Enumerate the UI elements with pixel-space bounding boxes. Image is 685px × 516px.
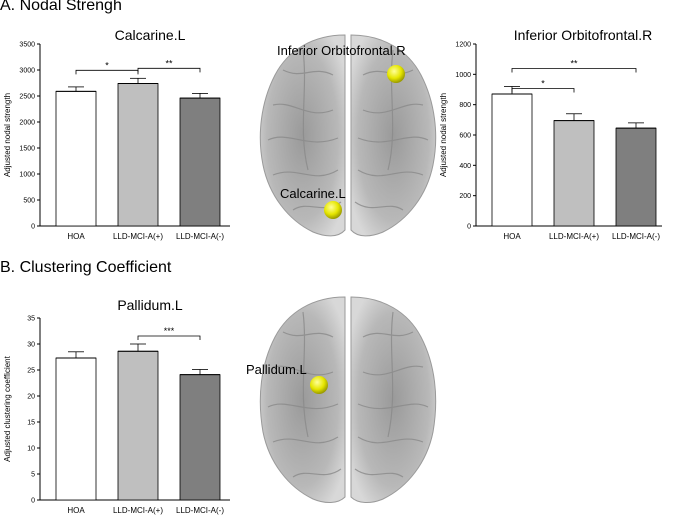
bar (55, 90, 97, 227)
bar (179, 97, 221, 227)
y-axis-label: Adjusted nodal strength (439, 93, 448, 177)
y-tick-label: 3000 (19, 68, 35, 75)
x-tick-label: LLD-MCI-A(-) (612, 232, 660, 241)
significance-bracket (137, 335, 201, 340)
y-tick-label: 2500 (19, 94, 35, 101)
y-tick-label: 0 (31, 498, 35, 505)
y-tick-label: 1000 (455, 72, 471, 79)
bar (55, 357, 97, 501)
calcarine-node (324, 201, 342, 219)
pallidum-node (310, 376, 328, 394)
bar (117, 350, 159, 501)
y-tick-label: 3500 (19, 42, 35, 49)
y-tick-label: 600 (459, 133, 471, 140)
bar (179, 374, 221, 501)
significance-label: *** (164, 326, 175, 336)
x-tick-label: LLD-MCI-A(+) (113, 232, 163, 241)
orbitofrontal-chart: Inferior Orbitofrontal.R 0 200 400 600 800 100… (439, 27, 662, 241)
chart-title: Calcarine.L (115, 27, 186, 43)
y-tick-label: 15 (27, 420, 35, 427)
section-b-title: B. Clustering Coefficient (0, 259, 172, 276)
x-tick-label: LLD-MCI-A(-) (176, 232, 224, 241)
calcarine-chart: Calcarine.L 0 500 1000 1500 2000 2500 3000 3500 A… (3, 27, 230, 241)
brain-label-pallidum: Pallidum.L (246, 362, 307, 377)
y-axis-label: Adjusted nodal strength (3, 93, 12, 177)
y-tick-label: 1200 (455, 42, 471, 49)
brain-label-orbitofrontal: Inferior Orbitofrontal.R (277, 43, 406, 58)
x-tick-label: LLD-MCI-A(-) (176, 506, 224, 515)
y-tick-label: 400 (459, 163, 471, 170)
x-tick-label: HOA (67, 232, 85, 241)
y-tick-label: 0 (467, 224, 471, 231)
brain-image-top (259, 34, 437, 237)
y-tick-label: 30 (27, 342, 35, 349)
chart-title: Pallidum.L (117, 297, 183, 313)
y-tick-label: 25 (27, 368, 35, 375)
y-tick-label: 800 (459, 102, 471, 109)
y-tick-label: 1000 (19, 172, 35, 179)
y-tick-label: 500 (23, 198, 35, 205)
bar (117, 83, 159, 227)
y-tick-label: 1500 (19, 146, 35, 153)
y-tick-label: 20 (27, 394, 35, 401)
significance-label: ** (165, 58, 173, 68)
y-tick-label: 2000 (19, 120, 35, 127)
significance-bracket (137, 67, 201, 73)
x-tick-label: HOA (503, 232, 521, 241)
bar (491, 93, 533, 227)
y-tick-label: 10 (27, 446, 35, 453)
pallidum-chart: Pallidum.L 0 5 10 15 20 25 30 35 Adjusted cluster… (3, 297, 230, 515)
x-tick-label: LLD-MCI-A(+) (549, 232, 599, 241)
significance-label: * (105, 60, 109, 70)
significance-bracket (511, 68, 637, 73)
significance-label: * (541, 78, 545, 88)
bar (615, 127, 657, 227)
y-tick-label: 0 (31, 224, 35, 231)
x-tick-label: HOA (67, 506, 85, 515)
y-axis-label: Adjusted clustering coefficient (3, 355, 12, 461)
significance-bracket (75, 69, 139, 75)
orbitofrontal-node (387, 65, 405, 83)
section-a-title: A. Nodal Strengh (0, 0, 122, 14)
brain-image-bottom (259, 296, 437, 503)
chart-title: Inferior Orbitofrontal.R (514, 27, 653, 43)
significance-label: ** (570, 58, 578, 68)
brain-label-calcarine: Calcarine.L (280, 186, 346, 201)
x-tick-label: LLD-MCI-A(+) (113, 506, 163, 515)
y-tick-label: 200 (459, 193, 471, 200)
y-tick-label: 35 (27, 316, 35, 323)
y-tick-label: 5 (31, 472, 35, 479)
bar (553, 120, 595, 227)
significance-bracket (511, 88, 575, 93)
